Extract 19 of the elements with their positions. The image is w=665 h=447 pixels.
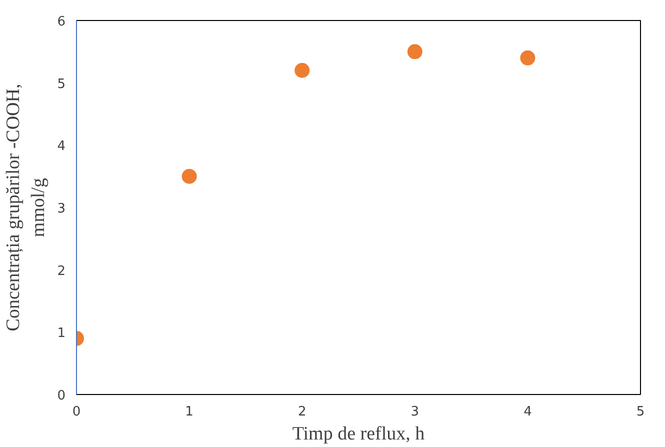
x-tick-label: 0 bbox=[72, 404, 81, 420]
y-axis-title: Concentrația grupărilor -COOH, mmol/g bbox=[3, 84, 50, 332]
x-axis-title: Timp de reflux, h bbox=[292, 424, 426, 444]
x-tick-label: 2 bbox=[298, 404, 306, 420]
x-tick-label: 5 bbox=[636, 404, 645, 420]
y-tick-label: 6 bbox=[57, 14, 66, 30]
point bbox=[294, 62, 310, 78]
y-tick-label: 2 bbox=[57, 264, 66, 279]
point bbox=[182, 168, 197, 184]
x-tick-label: 4 bbox=[524, 404, 532, 420]
x-tick-label: 1 bbox=[185, 404, 194, 420]
y-tick-label: 1 bbox=[57, 326, 66, 342]
y-tick-label: 3 bbox=[57, 202, 66, 216]
y-tick-label: 5 bbox=[57, 76, 66, 92]
point bbox=[520, 50, 536, 66]
y-tick-label: 4 bbox=[57, 139, 66, 154]
point bbox=[407, 44, 422, 60]
x-tick-label: 3 bbox=[410, 404, 420, 420]
y-tick-label: 0 bbox=[57, 388, 66, 404]
